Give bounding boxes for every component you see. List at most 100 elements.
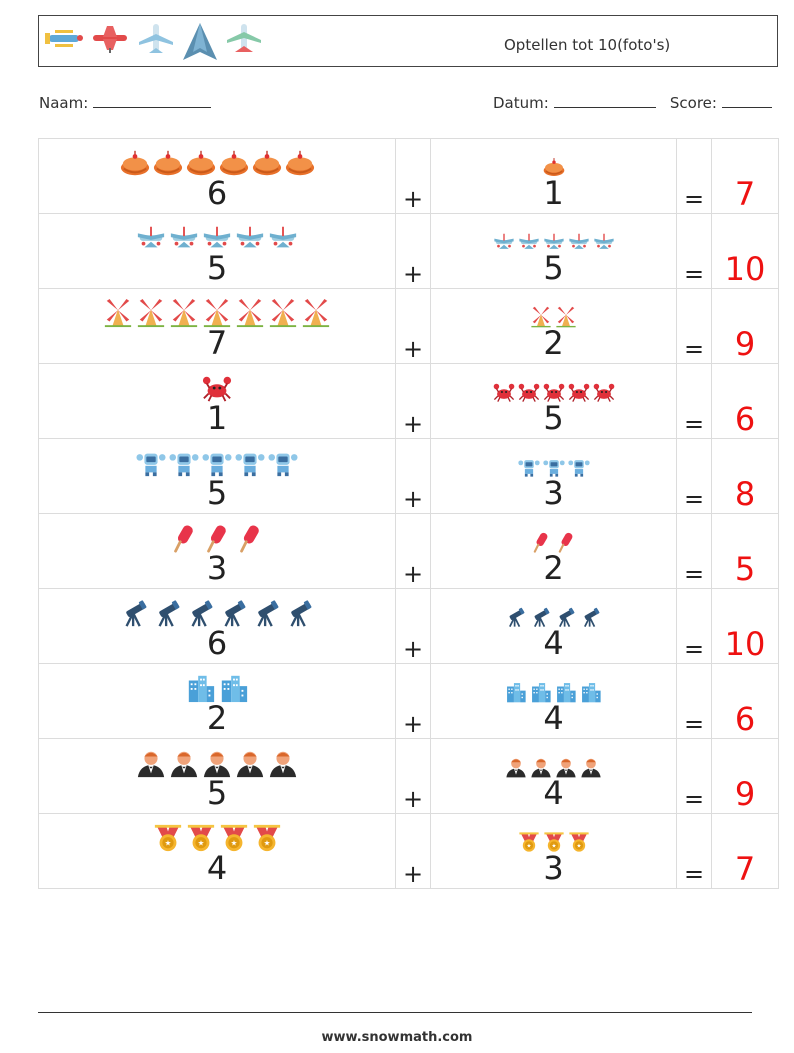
name-blank (93, 93, 212, 108)
plus-sign: + (395, 738, 431, 814)
addend-a: 5 (206, 474, 228, 512)
robot-icon (169, 448, 199, 478)
icon-group: ★ ★ ★ ★ (39, 823, 395, 853)
icon-group (431, 606, 676, 628)
addend-a-cell: ★ ★ ★ ★ 4 (38, 813, 396, 889)
svg-text:★: ★ (263, 839, 270, 848)
addend-b-cell: 5 (430, 213, 677, 289)
airplane-icon (202, 223, 232, 253)
robot-icon (235, 448, 265, 478)
icon-group (431, 456, 676, 478)
waiter-icon (555, 756, 577, 778)
waiter-icon (580, 756, 602, 778)
addend-b-cell: 4 (430, 663, 677, 739)
waiter-icon (202, 748, 232, 778)
addend-b: 2 (543, 324, 564, 362)
svg-text:★: ★ (576, 844, 581, 850)
icon-group (431, 306, 676, 328)
cake-icon (120, 148, 150, 178)
cake-icon (252, 148, 282, 178)
icon-group (39, 448, 395, 478)
telescope-icon (580, 606, 602, 628)
worksheet-header: Optellen tot 10(foto's) (38, 15, 778, 67)
icon-group (39, 298, 395, 328)
icon-group (39, 748, 395, 778)
airplane-icon (568, 231, 590, 253)
windmill-icon (301, 298, 331, 328)
addend-b-cell: 1 (430, 138, 677, 214)
addend-b-cell: 3 (430, 438, 677, 514)
icon-group (39, 598, 395, 628)
equals-sign: = (676, 513, 712, 589)
telescope-icon (530, 606, 552, 628)
name-label: Naam: (39, 94, 89, 112)
cake-icon (219, 148, 249, 178)
plus-sign: + (395, 438, 431, 514)
answer: 9 (711, 288, 779, 364)
robot-icon (268, 448, 298, 478)
exercise-row: 1 +5 = 6 (38, 363, 779, 439)
date-score-fields: Datum: Score: (493, 93, 772, 112)
buildings-icon (505, 681, 527, 703)
waiter-icon (505, 756, 527, 778)
icon-group (39, 223, 395, 253)
exercise-row: 3 +2 = 5 (38, 513, 779, 589)
answer: 6 (711, 363, 779, 439)
addend-b: 2 (543, 549, 564, 587)
addend-b: 5 (543, 249, 564, 287)
fighter-jet-icon (227, 24, 261, 52)
buildings-icon (219, 673, 249, 703)
svg-text:★: ★ (164, 839, 171, 848)
addend-a: 5 (206, 249, 228, 287)
airplane-icon (136, 223, 166, 253)
exercise-row: 5 +4 = 9 (38, 738, 779, 814)
windmill-icon (169, 298, 199, 328)
plus-sign: + (395, 363, 431, 439)
plus-sign: + (395, 588, 431, 664)
answer: 5 (711, 513, 779, 589)
crab-icon (543, 381, 565, 403)
exercise-row: 6 +4 = 10 (38, 588, 779, 664)
icon-group (431, 756, 676, 778)
addend-b: 4 (543, 774, 564, 812)
answer: 10 (711, 213, 779, 289)
equals-sign: = (676, 138, 712, 214)
addend-b-cell: ★ ★ ★ 3 (430, 813, 677, 889)
crab-icon (202, 373, 232, 403)
airplane-icon (518, 231, 540, 253)
date-label: Datum: (493, 94, 549, 112)
medal-icon: ★ (186, 823, 216, 853)
telescope-icon (219, 598, 249, 628)
robot-icon (542, 456, 565, 478)
robot-icon (202, 448, 232, 478)
airplane-icon (268, 223, 298, 253)
airplane-icon (593, 231, 615, 253)
telescope-icon (153, 598, 183, 628)
windmill-icon (103, 298, 133, 328)
equals-sign: = (676, 213, 712, 289)
footer-url: www.snowmath.com (321, 1030, 473, 1045)
telescope-icon (285, 598, 315, 628)
answer: 9 (711, 738, 779, 814)
medal-icon: ★ (543, 831, 565, 853)
addend-a-cell: 5 (38, 438, 396, 514)
equals-sign: = (676, 288, 712, 364)
worksheet-title: Optellen tot 10(foto's) (504, 36, 671, 54)
svg-text:★: ★ (197, 839, 204, 848)
header-decoration (43, 22, 265, 62)
addend-a: 3 (206, 549, 228, 587)
addend-b: 4 (543, 624, 564, 662)
exercise-row: 7 +2 = 9 (38, 288, 779, 364)
red-plane-icon (93, 26, 127, 53)
popsicle-icon (555, 531, 577, 553)
stealth-plane-icon (183, 23, 217, 60)
addend-a-cell: 6 (38, 588, 396, 664)
addend-a: 5 (206, 774, 228, 812)
icon-group (431, 156, 676, 178)
name-field: Naam: (39, 93, 212, 112)
cake-icon (186, 148, 216, 178)
biplane-icon (45, 30, 83, 47)
addend-a: 2 (206, 699, 228, 737)
cake-icon (153, 148, 183, 178)
waiter-icon (169, 748, 199, 778)
